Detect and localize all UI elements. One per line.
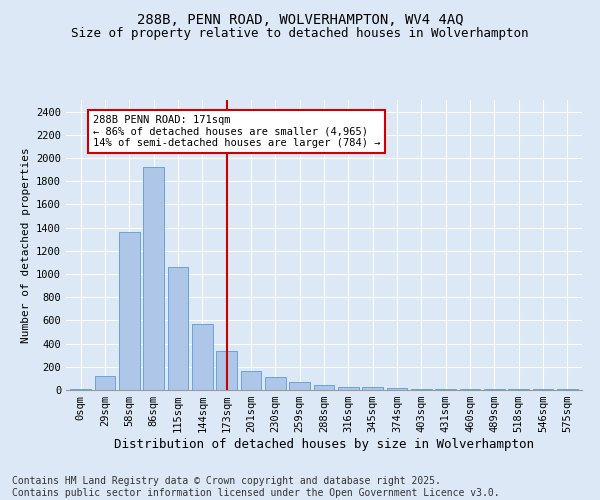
Bar (484, 389, 505, 390)
Bar (314, 386, 334, 390)
Bar (289, 382, 310, 390)
Bar (241, 371, 262, 390)
Bar (386, 388, 407, 390)
Bar (216, 351, 237, 390)
Y-axis label: Number of detached properties: Number of detached properties (20, 147, 31, 343)
Bar (557, 389, 578, 390)
Bar (119, 232, 140, 390)
Bar (70, 389, 91, 390)
X-axis label: Distribution of detached houses by size in Wolverhampton: Distribution of detached houses by size … (114, 438, 534, 451)
Bar (411, 389, 432, 390)
Bar (95, 376, 115, 390)
Bar (143, 168, 164, 390)
Bar (436, 389, 456, 390)
Bar (338, 386, 359, 390)
Bar (192, 324, 212, 390)
Bar (460, 389, 481, 390)
Text: Contains HM Land Registry data © Crown copyright and database right 2025.
Contai: Contains HM Land Registry data © Crown c… (12, 476, 500, 498)
Bar (265, 377, 286, 390)
Bar (167, 267, 188, 390)
Text: 288B, PENN ROAD, WOLVERHAMPTON, WV4 4AQ: 288B, PENN ROAD, WOLVERHAMPTON, WV4 4AQ (137, 12, 463, 26)
Bar (362, 387, 383, 390)
Text: Size of property relative to detached houses in Wolverhampton: Size of property relative to detached ho… (71, 28, 529, 40)
Text: 288B PENN ROAD: 171sqm
← 86% of detached houses are smaller (4,965)
14% of semi-: 288B PENN ROAD: 171sqm ← 86% of detached… (93, 115, 380, 148)
